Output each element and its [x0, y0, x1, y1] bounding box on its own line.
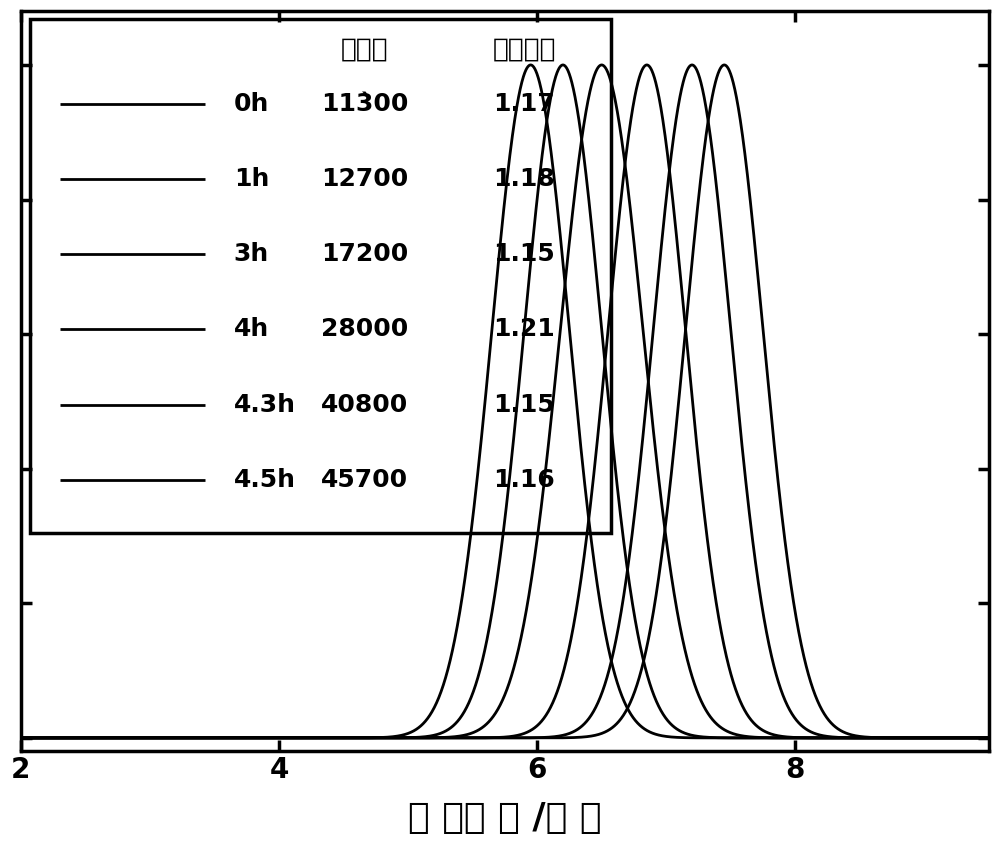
Text: 1.18: 1.18	[493, 168, 555, 191]
Text: 12700: 12700	[321, 168, 408, 191]
Text: 113̀00: 113̀00	[321, 91, 408, 116]
Text: 1.17: 1.17	[493, 91, 555, 116]
Text: 0h: 0h	[234, 91, 269, 116]
Text: 4.5h: 4.5h	[234, 469, 296, 492]
Text: 分布指数: 分布指数	[492, 37, 556, 63]
Text: 28000: 28000	[321, 317, 408, 342]
Bar	[30, 19, 611, 533]
Text: 45700: 45700	[321, 469, 408, 492]
X-axis label: 流 出时 间 /分 钟: 流 出时 间 /分 钟	[408, 801, 602, 835]
Text: 1h: 1h	[234, 168, 269, 191]
Text: 1.15: 1.15	[493, 393, 555, 417]
Text: 1.15: 1.15	[493, 242, 555, 266]
Text: 4h: 4h	[234, 317, 269, 342]
Text: 1.21: 1.21	[493, 317, 555, 342]
Text: 17200: 17200	[321, 242, 408, 266]
Text: 1.16: 1.16	[493, 469, 555, 492]
Text: 4.3h: 4.3h	[234, 393, 296, 417]
Text: 3h: 3h	[234, 242, 269, 266]
Text: 40800: 40800	[321, 393, 408, 417]
Text: 分子量: 分子量	[341, 37, 388, 63]
